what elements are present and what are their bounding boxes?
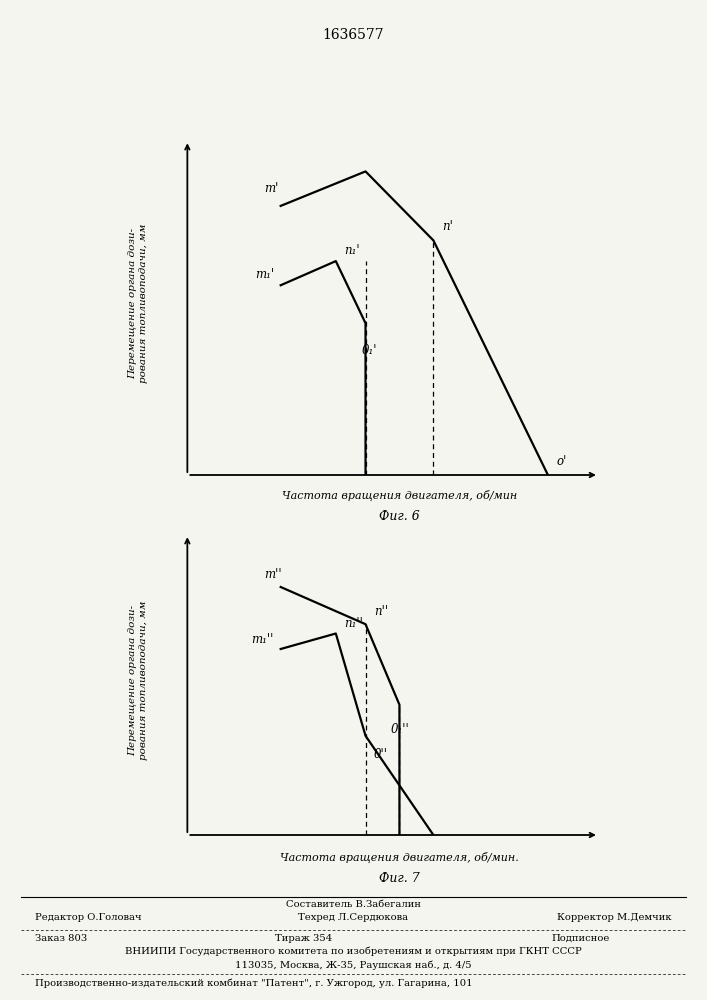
Text: Корректор М.Демчик: Корректор М.Демчик — [557, 913, 672, 922]
Text: Частота вращения двигателя, об/мин.: Частота вращения двигателя, об/мин. — [280, 852, 519, 863]
Text: m₁': m₁' — [255, 268, 274, 281]
Text: Фиг. 6: Фиг. 6 — [379, 510, 420, 523]
Text: 0₁'': 0₁'' — [391, 723, 410, 736]
Text: Фиг. 7: Фиг. 7 — [379, 872, 420, 885]
Text: Техред Л.Сердюкова: Техред Л.Сердюкова — [298, 913, 409, 922]
Text: 113035, Москва, Ж-35, Раушская наб., д. 4/5: 113035, Москва, Ж-35, Раушская наб., д. … — [235, 960, 472, 970]
Text: n': n' — [442, 220, 452, 233]
Text: Тираж 354: Тираж 354 — [276, 934, 332, 943]
Text: n₁': n₁' — [344, 244, 360, 257]
Text: Производственно-издательский комбинат "Патент", г. Ужгород, ул. Гагарина, 101: Производственно-издательский комбинат "П… — [35, 979, 473, 988]
Text: m'': m'' — [264, 568, 281, 581]
Text: Перемещение органа дози-
рования топливоподачи, мм: Перемещение органа дози- рования топливо… — [128, 600, 148, 760]
Text: m': m' — [264, 182, 278, 195]
Text: 1636577: 1636577 — [322, 28, 385, 42]
Text: Частота вращения двигателя, об/мин: Частота вращения двигателя, об/мин — [282, 490, 517, 501]
Text: 0'': 0'' — [374, 748, 388, 760]
Text: Заказ 803: Заказ 803 — [35, 934, 88, 943]
Text: Подписное: Подписное — [551, 934, 610, 943]
Text: n'': n'' — [374, 605, 388, 618]
Text: Перемещение органа дози-
рования топливоподачи, мм: Перемещение органа дози- рования топливо… — [128, 223, 148, 383]
Text: 0₁': 0₁' — [361, 344, 377, 357]
Text: Составитель В.Забегалин: Составитель В.Забегалин — [286, 900, 421, 909]
Text: m₁'': m₁'' — [251, 633, 274, 646]
Text: o': o' — [556, 455, 567, 468]
Text: n₁'': n₁'' — [344, 617, 363, 630]
Text: Редактор О.Головач: Редактор О.Головач — [35, 913, 142, 922]
Text: ВНИИПИ Государственного комитета по изобретениям и открытиям при ГКНТ СССР: ВНИИПИ Государственного комитета по изоб… — [125, 947, 582, 956]
